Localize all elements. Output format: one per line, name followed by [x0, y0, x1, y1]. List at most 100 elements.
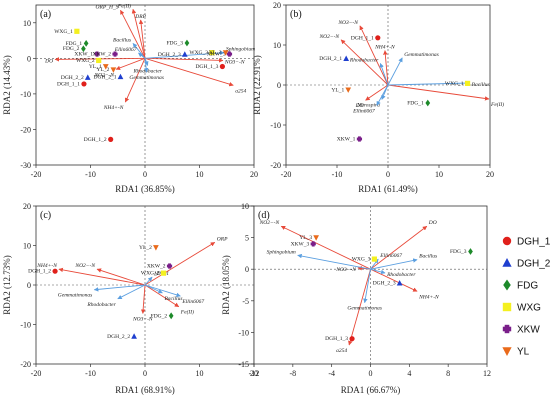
sample-point-yl-1 [345, 87, 352, 93]
x-tick-label: 0 [386, 170, 390, 179]
sample-point-wxg-2 [160, 270, 167, 276]
y-tick-label: 10 [273, 41, 281, 50]
sample-label-wxg-3: WXG_3 [352, 257, 371, 263]
sample-label-dgh-2-2: DGH_2_2 [61, 75, 84, 81]
sample-label-yl-3: YL_3 [209, 50, 222, 56]
sample-label-fdg-1: FDG_1 [407, 101, 424, 107]
x-tick-label: 10 [196, 369, 204, 378]
env-vector-fe-ii-label: Fe(II) [180, 309, 194, 316]
sample-label-wxg-2: WXG_2 [141, 271, 160, 277]
sample-point-dgh-1-2 [108, 136, 114, 142]
x-tick-label: -8 [289, 369, 296, 378]
sample-point-dgh-1-1 [375, 35, 381, 41]
env-vector-drp [138, 19, 146, 59]
env-vector-nh4-n-label: NH4+-N [374, 44, 395, 51]
species-vector-bacillus-label: Bacillus [419, 254, 437, 260]
y-tick-label: -20 [20, 125, 31, 134]
sample-point-fdg-3 [184, 39, 190, 47]
sample-point-xkw-2-v [113, 51, 117, 57]
sample-point-dgh-2-1 [117, 73, 124, 80]
env-vector-orp-label: ORP [217, 236, 228, 242]
sample-point-xkw-3-v [228, 51, 231, 57]
env-vector-a254 [348, 269, 371, 346]
x-tick-label: -20 [31, 369, 42, 378]
species-vector-rhodobacter-label: Rhodobacter [86, 302, 116, 308]
panel-c: -20 -10 0 10 20 -20 -10 0 10 20 RDA1 (68.91%) RDA2 … [2, 202, 258, 395]
sample-point-dgh-1-3 [349, 336, 355, 342]
sample-label-xkw-2: XKW_2 [147, 264, 166, 270]
env-vector-no3-n-label: NO3−-N [132, 316, 153, 322]
legend-marker-xkw-v [504, 324, 510, 334]
sample-point-xkw-1 [94, 51, 100, 57]
sample-label-xkw-2: XKW_2 [92, 52, 111, 58]
species-vector-rhodobacter-label: Rhodobacter [386, 272, 416, 278]
sample-label-dgh-1-2: DGH_1_2 [28, 269, 51, 275]
legend-label-fdg: FDG [517, 281, 538, 292]
sample-label-dgh-2-2: DGH_2_2 [107, 334, 130, 340]
x-tick-label: 20 [250, 369, 258, 378]
sample-label-yl-1: YL_1 [331, 87, 344, 93]
panel-b: -20 -10 0 10 20 -20 -10 0 10 20 RDA1 (61.49%) RDA2 … [252, 1, 504, 194]
y-tick-label: 0 [277, 81, 281, 90]
env-vector-no2-n-label: NO2−-N [74, 263, 95, 269]
env-vector-nh4-n [58, 267, 146, 286]
species-vector-gemmatimonas-label: Gemmatimonas [129, 75, 164, 81]
env-vector-no2-n-label: NO2−-N [259, 220, 280, 226]
plot-frame [253, 205, 488, 365]
sample-point-yl-2 [153, 245, 159, 251]
species-vector-sphingobium [297, 253, 371, 270]
x-axis-label: RDA1 (66.67%) [341, 385, 401, 395]
species-vector-gemmatimonas-label: Gemmatimonas [404, 52, 439, 58]
y-tick-label: 10 [241, 202, 249, 211]
sample-point-xkw-2 [112, 51, 118, 57]
sample-label-dgh-1-1: DGH_1_1 [57, 81, 80, 87]
y-tick-label: 20 [273, 1, 281, 10]
species-vector-bacillus [370, 258, 418, 270]
species-vector-gemmatimonas [363, 269, 371, 304]
sample-point-xkw-3 [226, 51, 233, 57]
species-vector-rhodobacter [117, 284, 146, 300]
sample-label-fdg-2: FDG_2 [151, 313, 168, 319]
y-axis-label: RDA2 (18.05%) [221, 255, 231, 315]
env-vector-orp [144, 241, 216, 286]
species-vector-ellin6067-label: Ellin6067 [352, 108, 375, 114]
x-tick-label: 0 [143, 369, 147, 378]
sample-point-xkw-2 [166, 263, 173, 269]
env-vector-orp-h-s-label: ORP_H_S [96, 4, 119, 10]
y-tick-label: -10 [20, 321, 31, 330]
sample-label-yl-2: YL_2 [97, 67, 110, 73]
sample-label-fdg-1: FDG_1 [66, 41, 83, 47]
x-tick-label: -10 [332, 170, 343, 179]
env-vector-orp-h-s [120, 9, 146, 59]
sample-label-dgh-2-1: DGH_2_1 [319, 56, 342, 62]
species-vector-gemmatimonas [387, 57, 403, 86]
species-vector-rhodobacter-label: Rhodobacter [133, 68, 163, 74]
species-vector-gemmatimonas-label: Gemmatimonas [347, 306, 382, 312]
sample-label-yl-2: YL_2 [139, 245, 152, 251]
sample-point-xkw-1-v [95, 51, 99, 57]
species-vector-ellin6067-label: Ellin6067 [181, 299, 204, 305]
legend-marker-dgh-1 [502, 236, 512, 246]
env-vector-drp-label: DRP [134, 14, 146, 20]
legend-marker-dgh-2 [502, 257, 512, 267]
panel-label: (b) [290, 9, 302, 20]
env-vector-no2-n [96, 268, 146, 286]
sample-point-xkw-3-v [311, 241, 315, 247]
sample-label-dgh-1-3: DGH_1_3 [325, 336, 348, 342]
y-tick-label: -20 [270, 161, 281, 170]
y-tick-label: -10 [20, 90, 31, 99]
env-vector-no2-n-label: NO2−-N [94, 72, 115, 78]
sample-point-fdg-2 [81, 45, 86, 53]
x-tick-label: 10 [196, 170, 204, 179]
sample-point-xkw-1-v [358, 136, 361, 142]
species-vector-bacillus-label: Bacillus [113, 37, 131, 43]
y-axis-label: RDA2 (14.43%) [2, 55, 12, 115]
x-tick-label: 4 [407, 369, 411, 378]
legend-marker-xkw [502, 324, 512, 334]
species-vector-rhodobacter [370, 268, 386, 275]
x-tick-label: 0 [369, 369, 373, 378]
panel-label: (d) [258, 210, 270, 221]
x-tick-label: 20 [250, 170, 258, 179]
sample-label-xkw-1: XKW_1 [74, 52, 93, 58]
x-tick-label: -4 [328, 369, 335, 378]
